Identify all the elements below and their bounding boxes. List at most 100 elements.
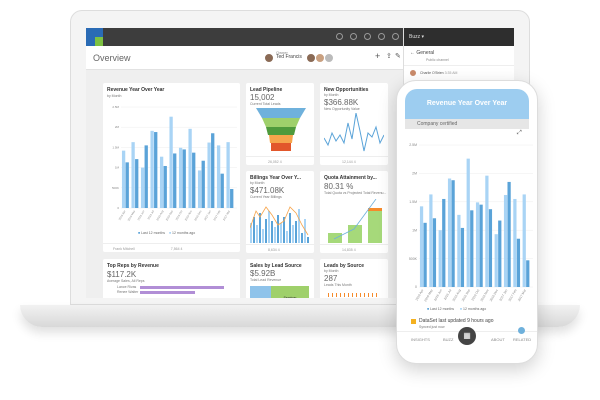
y-tick-label: 0 <box>117 206 119 210</box>
x-tick-label: 2016 Oct <box>471 288 481 301</box>
bar <box>192 152 196 208</box>
x-tick-label: 2016 Jun <box>433 288 443 301</box>
comment-count: 4 <box>353 248 356 252</box>
card-quota[interactable]: Quota Attainment by... 80.31 % Total Quo… <box>320 171 388 253</box>
view-count: 14,835 <box>342 248 353 252</box>
bar <box>457 214 461 287</box>
add-user-icon[interactable] <box>350 33 357 40</box>
avatar[interactable] <box>378 33 385 40</box>
bar <box>451 180 455 287</box>
bar <box>265 219 267 243</box>
card-desc: Current Total Leads <box>250 102 281 106</box>
grid-menu-button[interactable]: ▦ <box>458 327 476 345</box>
card-lead-pipeline[interactable]: Lead Pipeline 15,002 Current Total Leads… <box>246 83 314 165</box>
bar <box>197 170 202 208</box>
quota-bar <box>348 225 362 243</box>
phone-title: Revenue Year Over Year <box>405 89 529 119</box>
add-icon[interactable]: + <box>375 51 381 61</box>
bar <box>295 221 297 243</box>
line-chart <box>324 113 384 152</box>
y-tick-label: 1M <box>115 166 120 170</box>
card-top-reps[interactable]: Top Reps by Revenue $117.2K Average Sale… <box>103 259 240 298</box>
rep-bar <box>140 291 195 294</box>
owner-avatar <box>264 53 274 63</box>
bar <box>178 147 183 208</box>
card-title: Leads by Source <box>324 263 365 269</box>
x-tick-label: 2017 Feb <box>212 209 221 221</box>
x-tick-label: 2016 Dec <box>193 209 203 222</box>
nav-insights[interactable]: INSIGHTS <box>411 337 430 342</box>
expand-icon[interactable]: ⤢ <box>517 130 522 136</box>
search-icon[interactable] <box>336 33 343 40</box>
bar <box>144 145 148 208</box>
bar <box>140 167 145 208</box>
channel-info[interactable]: ← General <box>410 50 435 56</box>
bar <box>159 156 164 208</box>
card-title: Revenue Year Over Year <box>107 87 165 93</box>
chat-icon[interactable] <box>392 33 399 40</box>
card-value: 80.31 % <box>324 182 354 191</box>
wrench-icon[interactable]: ✎ <box>395 53 401 60</box>
comment-count: 4 <box>279 160 282 164</box>
card-title: Top Reps by Revenue <box>107 263 159 269</box>
card-leads-by-source[interactable]: Leads by Source by Month 287 Leads This … <box>320 259 388 298</box>
nav-alerts[interactable]: ALERTS <box>469 337 485 342</box>
bar <box>292 225 294 243</box>
treemap-cell: Seminar <box>271 286 309 298</box>
bar <box>163 165 167 208</box>
x-tick-label: 2016 Jul <box>146 209 155 220</box>
certified-bar: Company certified <box>405 119 529 129</box>
message-time: 3:35 AM <box>444 71 458 75</box>
card-title: New Opportunities <box>324 87 369 93</box>
scroll-up-button[interactable] <box>518 327 525 334</box>
card-value: $471.08K <box>250 186 285 195</box>
comment-count: 4 <box>277 248 280 252</box>
legend: ■ Last 12 months ■ 12 months ago <box>138 231 196 235</box>
bar <box>250 223 252 243</box>
bar <box>182 149 186 208</box>
legend-last-12: Last 12 months <box>141 231 166 235</box>
comment-count: 4 <box>353 160 356 164</box>
card-subtitle: by Month <box>324 93 339 97</box>
avatar[interactable] <box>324 53 334 63</box>
message-header: Charlie O'Brien 3:35 AM <box>420 71 457 75</box>
bar <box>298 209 300 243</box>
card-desc: Leads This Month <box>324 283 352 287</box>
x-tick-label: 2016 Dec <box>489 288 499 302</box>
card-sales-lead-source[interactable]: Sales by Lead Source $5.92B Total Lead R… <box>246 259 314 298</box>
card-revenue[interactable]: Revenue Year Over Year by Month 0 500K 1M 1… <box>103 83 240 252</box>
channel-meta: Public channel <box>426 58 449 62</box>
bar <box>173 153 177 208</box>
app-logo[interactable] <box>86 28 103 46</box>
top-bar <box>86 28 403 46</box>
bar <box>438 230 442 287</box>
card-desc: Current Year Billings <box>250 195 282 199</box>
x-tick-label: 2016 May <box>127 209 137 222</box>
card-title: Lead Pipeline <box>250 87 283 93</box>
card-billings[interactable]: Billings Year Over Y... by Month $471.08… <box>246 171 314 253</box>
card-footer: 8,634 4 <box>246 244 314 253</box>
nav-buzz[interactable]: BUZZ <box>443 337 454 342</box>
nav-about[interactable]: ABOUT <box>491 337 505 342</box>
bar <box>301 233 303 243</box>
card-new-opportunities[interactable]: New Opportunities by Month $366.88K New … <box>320 83 388 165</box>
x-tick-label: 2016 Oct <box>175 209 184 221</box>
funnel-stage <box>262 118 300 127</box>
billings-chart <box>250 206 309 243</box>
buzz-label[interactable]: Buzz <box>409 34 421 40</box>
bar <box>150 130 154 208</box>
bar <box>154 132 158 208</box>
y-tick-label: 2.5M <box>112 105 119 109</box>
settings-icon[interactable] <box>364 33 371 40</box>
y-tick-label: 1.5M <box>112 145 119 149</box>
share-icon[interactable]: ⇪ <box>386 53 392 60</box>
bar <box>253 217 255 243</box>
bar <box>207 142 211 208</box>
legend-12-ago: 12 months ago <box>463 307 487 311</box>
bar <box>286 231 288 243</box>
view-count: 7,564 <box>170 247 180 251</box>
nav-related[interactable]: RELATED <box>513 337 532 342</box>
card-value: $366.88K <box>324 98 359 107</box>
owner-label: Owner <box>276 50 288 55</box>
